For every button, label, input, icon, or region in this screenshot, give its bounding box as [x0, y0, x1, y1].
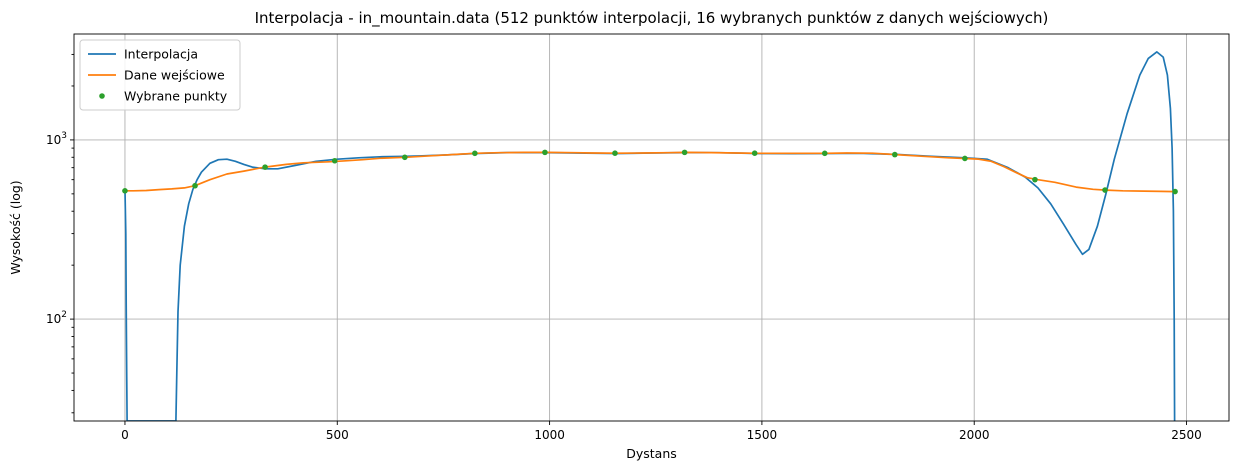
data-point [401, 154, 408, 161]
y-tick-label: 103 [46, 131, 67, 147]
series-layer [122, 51, 1178, 421]
chart-title: Interpolacja - in_mountain.data (512 pun… [255, 9, 1049, 28]
series-line-1 [125, 151, 1176, 193]
x-tick-label: 1000 [534, 428, 565, 442]
data-point [821, 150, 828, 157]
data-point [962, 155, 968, 162]
x-tick-label: 2000 [959, 428, 990, 442]
grid [74, 34, 1229, 421]
legend-label: Wybrane punkty [124, 89, 228, 104]
y-axis-label: Wysokość (log) [8, 180, 23, 274]
x-axis-ticks: 0 500 1000 1500 2000 2500 [121, 421, 1202, 442]
x-tick-label: 1500 [747, 428, 778, 442]
y-tick-label: 102 [46, 310, 67, 326]
legend-marker-swatch [99, 93, 105, 99]
data-point [1032, 176, 1038, 183]
legend-label: Interpolacja [124, 47, 198, 62]
data-point [262, 164, 268, 170]
data-point [472, 150, 478, 157]
data-point [751, 150, 758, 157]
x-tick-label: 2500 [1171, 428, 1202, 442]
x-axis-label: Dystans [626, 446, 677, 461]
data-point [681, 149, 688, 156]
data-point [122, 188, 128, 194]
data-point [1172, 188, 1178, 195]
x-tick-label: 500 [326, 428, 349, 442]
legend-label: Dane wejściowe [124, 68, 225, 83]
plot-area-frame [73, 33, 1230, 422]
data-point [1102, 187, 1108, 193]
y-axis-ticks: 102 103 [46, 53, 74, 414]
x-tick-label: 0 [121, 428, 129, 442]
data-point [331, 157, 338, 164]
data-point [192, 182, 198, 189]
data-point [612, 150, 618, 157]
legend-box [79, 39, 241, 111]
data-point [892, 151, 898, 158]
data-point [542, 149, 548, 156]
legend: Interpolacja Dane wejściowe Wybrane punkty [79, 39, 241, 111]
